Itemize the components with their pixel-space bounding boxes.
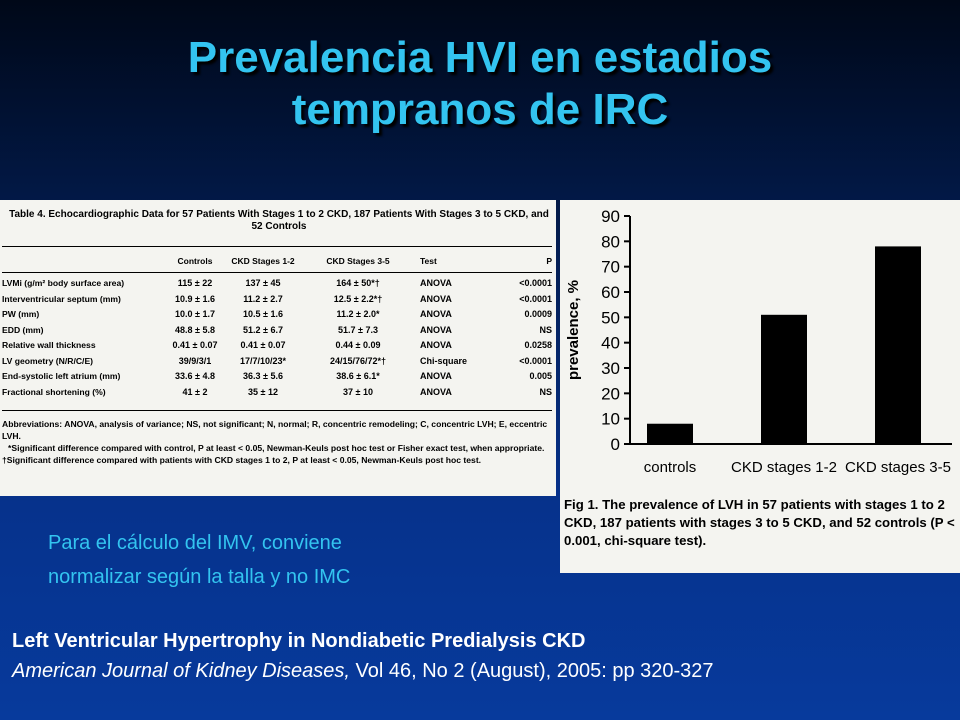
lvh-prevalence-chart: 0 10 20 30 40 50 60 70 80 90 prevalence, % controls… (565, 207, 952, 476)
table-top-rule (2, 246, 552, 247)
table-cell: 48.8 ± 5.8 (175, 324, 215, 335)
y-tick-label: 40 (601, 334, 620, 353)
table-cell: ANOVA (420, 293, 452, 304)
citation-source: American Journal of Kidney Diseases, Vol… (12, 656, 952, 686)
table-cell: 35 ± 12 (248, 386, 278, 397)
note-line-2: normalizar según la talla y no IMC (48, 566, 351, 588)
table-cell: 0.44 ± 0.09 (335, 340, 381, 350)
y-tick-label: 90 (601, 207, 620, 226)
x-category-label: controls (644, 459, 697, 476)
lvh-prevalence-figure: 0 10 20 30 40 50 60 70 80 90 prevalence, % controls… (560, 200, 960, 573)
table-cell: 24/15/76/72*† (329, 355, 387, 366)
slide-title-line-1: Prevalencia HVI en estadios (187, 33, 773, 82)
table-caption-label: Table 4. (9, 209, 46, 220)
table-cell: 51.2 ± 6.7 (243, 324, 283, 335)
y-tick-label: 70 (601, 258, 620, 277)
table-cell: 33.6 ± 4.8 (175, 371, 215, 381)
echocardiographic-table: Table 4. Echocardiographic Data for 57 P… (0, 200, 556, 496)
table-cell: 10.9 ± 1.6 (175, 293, 215, 304)
table-cell: 115 ± 22 (177, 278, 213, 288)
table-cell: 39/9/3/1 (178, 355, 212, 366)
citation-title: Left Ventricular Hypertrophy in Nondiabe… (12, 630, 586, 652)
y-tick-label: 10 (601, 410, 620, 429)
citation: Left Ventricular Hypertrophy in Nondiabe… (12, 626, 952, 686)
table-cell: 0.41 ± 0.07 (172, 340, 218, 350)
table-cell: LVMi (g/m² body surface area) (2, 278, 125, 288)
table-cell: <0.0001 (519, 355, 552, 366)
table-cell: 41 ± 2 (182, 386, 208, 397)
table-header-cell: Test (420, 256, 437, 266)
note-line-1: Para el cálculo del IMV, conviene (48, 532, 342, 554)
table-caption: Table 4. Echocardiographic Data for 57 P… (4, 209, 554, 233)
table-cell: 0.0009 (524, 309, 552, 319)
y-axis-label: prevalence, % (565, 280, 582, 380)
table-cell: NS (539, 324, 552, 335)
table-cell: PW (mm) (2, 309, 40, 319)
table-cell: <0.0001 (519, 278, 552, 288)
table-cell: 51.7 ± 7.3 (338, 324, 378, 335)
table-cell: 0.41 ± 0.07 (240, 340, 286, 350)
y-tick-label: 0 (611, 435, 620, 454)
y-tick-label: 80 (601, 232, 620, 251)
table-cell: 36.3 ± 5.6 (243, 371, 283, 381)
table-cell: 0.005 (529, 371, 552, 381)
table-abbreviations: Abbreviations: ANOVA, analysis of varian… (2, 419, 548, 441)
table-cell: ANOVA (420, 309, 452, 319)
table-cell: ANOVA (420, 324, 452, 335)
table-header-cell: CKD Stages 3-5 (326, 256, 390, 266)
table-footnote-dagger: †Significant difference compared with pa… (2, 455, 482, 465)
table-header-cell: Controls (177, 256, 213, 266)
table-footnote-star: *Significant difference compared with co… (8, 443, 545, 453)
table-cell: 0.0258 (524, 340, 552, 350)
table-header-rule (2, 272, 552, 273)
bar-1 (647, 423, 693, 444)
y-tick-label: 20 (601, 384, 620, 403)
y-tick-label: 30 (601, 359, 620, 378)
table-cell: <0.0001 (519, 293, 552, 304)
table-bottom-rule (2, 410, 552, 411)
figure-caption: Fig 1. The prevalence of LVH in 57 patie… (564, 497, 955, 548)
citation-journal: American Journal of Kidney Diseases, (12, 660, 350, 682)
table-cell: Interventricular septum (mm) (2, 293, 121, 304)
table-cell: ANOVA (420, 278, 452, 288)
table-cell: 37 ± 10 (343, 386, 373, 397)
table-cell: End-systolic left atrium (mm) (2, 371, 121, 381)
table-cell: NS (539, 386, 552, 397)
citation-details: Vol 46, No 2 (August), 2005: pp 320-327 (349, 660, 714, 682)
table-caption-text: Echocardiographic Data for 57 Patients W… (48, 209, 549, 232)
note-text: Para el cálculo del IMV, conviene normal… (48, 526, 488, 594)
table-cell: EDD (mm) (2, 324, 44, 335)
table-cell: ANOVA (420, 386, 452, 397)
table-cell: 164 ± 50*† (336, 278, 380, 288)
table-header-cell: P (546, 256, 552, 266)
table-cell: 38.6 ± 6.1* (336, 371, 380, 381)
x-category-label: CKD stages 1-2 (731, 459, 837, 476)
table-cell: ANOVA (420, 371, 452, 381)
slide-title: Prevalencia HVI en estadios tempranos de… (0, 32, 960, 136)
table-cell: Chi-square (420, 355, 468, 366)
table-cell: 10.0 ± 1.7 (175, 309, 215, 319)
x-category-label: CKD stages 3-5 (845, 459, 951, 476)
table-cell: Relative wall thickness (2, 340, 96, 350)
table-cell: 137 ± 45 (245, 278, 281, 288)
bar-3 (875, 246, 921, 444)
table-footnotes: Abbreviations: ANOVA, analysis of varian… (2, 418, 550, 466)
table-cell: Fractional shortening (%) (2, 386, 106, 397)
table-cell: 17/7/10/23* (239, 355, 287, 366)
table-cell: 12.5 ± 2.2*† (333, 293, 383, 304)
bar-2 (761, 314, 807, 444)
table-cell: 11.2 ± 2.0* (336, 309, 380, 319)
table-header-cell: CKD Stages 1-2 (231, 256, 295, 266)
table-cell: 11.2 ± 2.7 (243, 293, 283, 304)
table-cell: ANOVA (420, 340, 452, 350)
table-cell: 10.5 ± 1.6 (243, 309, 283, 319)
slide-title-line-2: tempranos de IRC (291, 85, 669, 134)
table-cell: LV geometry (N/R/C/E) (2, 355, 94, 366)
y-tick-label: 60 (601, 283, 620, 302)
y-tick-label: 50 (601, 308, 620, 327)
